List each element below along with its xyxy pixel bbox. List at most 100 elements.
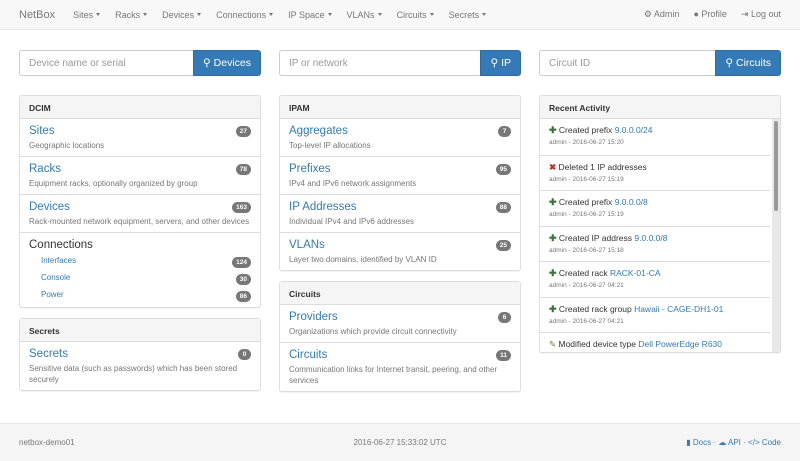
activity-item: ✚ Created rack RACK-01-CA admin - 2016-06…	[540, 261, 770, 297]
list-item-sites: Sites 27 Geographic locations	[20, 119, 260, 156]
item-description: Equipment racks, optionally organized by…	[29, 179, 198, 188]
user-icon: ●	[693, 9, 699, 19]
code-link[interactable]: </> Code	[748, 438, 781, 447]
device-search-button[interactable]: ⚲ Devices	[193, 50, 261, 76]
nav-logout[interactable]: ⇥ Log out	[741, 9, 781, 20]
item-link[interactable]: Racks	[29, 163, 61, 175]
connections-power[interactable]: Power 86	[29, 287, 251, 304]
connections-interfaces[interactable]: Interfaces 124	[29, 253, 251, 270]
caret-down-icon	[327, 12, 332, 16]
connections-console[interactable]: Console 30	[29, 270, 251, 287]
activity-link[interactable]: RACK-01-CA	[609, 268, 661, 278]
nav-menu-racks[interactable]: Racks	[115, 9, 148, 20]
device-search-input[interactable]	[19, 50, 194, 76]
activity-text: Created prefix	[558, 197, 613, 207]
nav-profile[interactable]: ● Profile	[693, 9, 726, 20]
item-description: Top-level IP allocations	[289, 141, 371, 150]
search-icon: ⚲	[725, 57, 734, 69]
item-link[interactable]: Circuits	[289, 349, 328, 361]
profile-label: Profile	[701, 9, 727, 19]
activity-link[interactable]: 9.0.0.0/8	[634, 232, 668, 243]
admin-label: Admin	[653, 9, 680, 19]
caret-down-icon	[269, 12, 274, 16]
list-item-secrets: Secrets 0 Sensitive data (such as password…	[20, 342, 260, 390]
book-icon: ▮	[686, 438, 691, 447]
count-badge: 88	[495, 202, 511, 213]
item-description: Geographic locations	[29, 141, 105, 150]
count-badge: 86	[235, 291, 251, 302]
list-item-providers: Providers 6 Organizations which provide ci…	[280, 305, 520, 342]
item-link[interactable]: Sites	[29, 125, 55, 137]
nav-menu-ip-space[interactable]: IP Space	[288, 9, 332, 20]
activity-text: Created prefix	[558, 125, 613, 135]
device-search: ⚲ Devices	[19, 50, 261, 76]
circuit-search-input[interactable]	[539, 50, 716, 76]
sub-link[interactable]: Console	[41, 273, 71, 282]
activity-item: ✚ Created prefix 9.0.0.0/8 admin - 2016-0…	[540, 190, 770, 226]
nav-menu-circuits[interactable]: Circuits	[397, 10, 434, 20]
nav-menu: Sites Racks Devices Connections IP Space VLAN…	[73, 10, 644, 20]
activity-text: Created IP address	[558, 232, 633, 243]
remove-icon: ✖	[549, 161, 557, 172]
list-item-racks: Racks 78 Equipment racks, optionally organ…	[20, 156, 260, 194]
nav-menu-sites[interactable]: Sites	[73, 10, 101, 20]
count-badge: 124	[232, 257, 251, 268]
connections-item: Connections Interfaces 124 Console 30 Power 8…	[20, 232, 260, 307]
caret-down-icon	[482, 12, 487, 16]
ip-search-input[interactable]	[279, 50, 481, 76]
count-badge: 27	[235, 126, 251, 137]
item-description: Layer two domains, identified by VLAN ID	[289, 255, 437, 264]
scrollbar-thumb[interactable]	[774, 121, 778, 211]
caret-down-icon	[429, 12, 434, 16]
menu-label: VLANs	[346, 9, 375, 20]
separator: ·	[743, 438, 746, 447]
code-icon: </>	[748, 438, 760, 447]
activity-link[interactable]: Hawaii - CAGE-DH1-01	[634, 303, 724, 314]
api-label: API	[728, 438, 741, 447]
menu-label: IP Space	[288, 9, 325, 20]
count-badge: 0	[238, 349, 251, 360]
count-badge: 11	[496, 350, 511, 361]
plus-icon: ✚	[549, 268, 557, 278]
activity-meta: admin - 2016-06-27 15:19	[549, 175, 624, 183]
docs-link[interactable]: ▮ Docs	[686, 438, 711, 447]
scrollbar[interactable]	[772, 119, 780, 352]
button-label: Circuits	[735, 57, 771, 69]
cloud-icon: ☁	[718, 438, 727, 447]
circuit-search-button[interactable]: ⚲ Circuits	[715, 50, 781, 76]
nav-menu-devices[interactable]: Devices	[162, 10, 202, 20]
activity-text: Created rack	[558, 268, 608, 278]
activity-item: ✚ Created IP address 9.0.0.0/8 admin - 20…	[540, 225, 770, 262]
api-link[interactable]: ☁ API	[718, 438, 741, 447]
nav-admin[interactable]: ⚙ Admin	[644, 9, 680, 20]
item-link[interactable]: Providers	[289, 311, 338, 323]
sub-link[interactable]: Power	[41, 290, 64, 299]
count-badge: 30	[235, 274, 251, 285]
item-link[interactable]: Secrets	[29, 348, 68, 360]
brand-logo[interactable]: NetBox	[19, 8, 56, 21]
nav-menu-secrets[interactable]: Secrets	[449, 10, 487, 20]
item-link[interactable]: IP Addresses	[289, 201, 357, 213]
count-badge: 95	[495, 164, 511, 175]
menu-label: Racks	[115, 9, 141, 20]
plus-icon: ✚	[549, 197, 557, 207]
sub-link[interactable]: Interfaces	[41, 256, 77, 265]
activity-link[interactable]: 9.0.0.0/8	[614, 197, 648, 207]
item-link[interactable]: Prefixes	[289, 163, 331, 175]
caret-down-icon	[96, 12, 101, 16]
activity-link[interactable]: Dell PowerEdge R630	[638, 339, 723, 349]
activity-item: ✎ Modified device type Dell PowerEdge R6…	[540, 332, 770, 352]
item-link[interactable]: VLANs	[289, 239, 325, 251]
circuits-panel: Circuits Providers 6 Organizations which p…	[279, 281, 521, 392]
nav-menu-vlans[interactable]: VLANs	[347, 10, 382, 20]
activity-link[interactable]: 9.0.0.0/24	[614, 125, 653, 135]
ip-search-button[interactable]: ⚲ IP	[480, 50, 521, 76]
activity-text: Modified device type	[558, 339, 637, 349]
logout-label: Log out	[750, 9, 781, 19]
item-link[interactable]: Devices	[29, 201, 70, 213]
panel-heading: Secrets	[20, 319, 260, 342]
right-column: Recent Activity ✚ Created prefix 9.0.0.0…	[539, 95, 781, 363]
item-link[interactable]: Aggregates	[289, 125, 348, 137]
nav-menu-connections[interactable]: Connections	[216, 10, 274, 20]
ip-search: ⚲ IP	[279, 50, 521, 76]
